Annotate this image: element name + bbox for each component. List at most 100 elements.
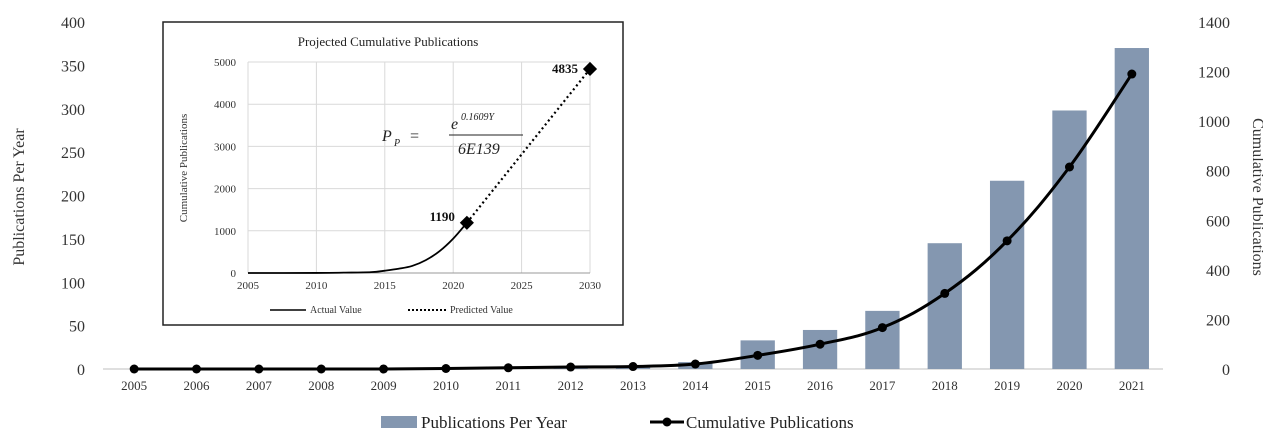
x-axis-tick-label: 2007 <box>246 378 273 393</box>
x-axis-tick-label: 2014 <box>682 378 709 393</box>
right-axis-tick-label: 400 <box>1206 263 1230 280</box>
right-axis-tick-label: 1400 <box>1198 15 1230 32</box>
inset-y-tick-label: 5000 <box>214 57 237 69</box>
formula-denominator: 6E139 <box>458 141 500 158</box>
inset-x-tick-label: 2025 <box>511 280 534 292</box>
left-axis-tick-label: 400 <box>61 15 85 32</box>
right-axis-tick-label: 0 <box>1222 362 1230 379</box>
x-axis-tick-label: 2009 <box>371 378 397 393</box>
legend-line-marker <box>662 417 672 427</box>
line-point <box>129 364 139 374</box>
x-axis-tick-label: 2017 <box>869 378 896 393</box>
inset-point-label: 1190 <box>430 209 455 224</box>
x-axis-tick-label: 2013 <box>620 378 646 393</box>
line-point <box>628 362 638 372</box>
line-point <box>1127 69 1137 79</box>
x-axis-tick-label: 2008 <box>308 378 334 393</box>
line-point <box>690 359 700 369</box>
right-axis-tick-label: 800 <box>1206 164 1230 181</box>
left-axis-tick-label: 300 <box>61 102 85 119</box>
right-axis-tick-label: 1000 <box>1198 114 1230 131</box>
bar <box>1114 48 1149 370</box>
x-axis-tick-label: 2019 <box>994 378 1020 393</box>
legend-bar-swatch <box>381 416 417 428</box>
inset-x-tick-label: 2015 <box>374 280 397 292</box>
bar <box>927 243 962 369</box>
line-point <box>316 364 326 374</box>
inset-y-axis-title: Cumulative Publications <box>178 114 190 222</box>
inset-x-ticks: 2005 2010 2015 2020 2025 2030 <box>237 280 602 292</box>
left-axis-tick-label: 150 <box>61 232 85 249</box>
line-point <box>254 364 264 374</box>
inset-y-ticks: 0 1000 2000 3000 4000 5000 <box>214 57 237 280</box>
x-axis-ticks: 2005 2006 2007 2008 2009 2010 2011 2012 2013 2014… <box>121 378 1145 393</box>
inset-actual-line <box>247 222 468 274</box>
formula-lhs: P <box>381 128 392 145</box>
bar <box>865 310 900 369</box>
left-axis-tick-label: 350 <box>61 58 85 75</box>
line-point <box>877 323 887 333</box>
inset-series <box>247 68 591 274</box>
right-axis-tick-label: 1200 <box>1198 65 1230 82</box>
line-point <box>441 364 451 374</box>
inset-x-tick-label: 2020 <box>442 280 465 292</box>
formula-equals: = <box>409 128 420 145</box>
left-axis-ticks: 0 50 100 150 200 250 300 350 400 <box>61 15 85 379</box>
line-point <box>940 288 950 298</box>
x-axis-tick-label: 2006 <box>184 378 211 393</box>
x-axis-tick-label: 2005 <box>121 378 147 393</box>
formula-numerator-base: e <box>451 116 458 133</box>
legend-line-label: Cumulative Publications <box>686 413 854 432</box>
inset-legend-actual-label: Actual Value <box>310 305 362 316</box>
right-axis-tick-label: 600 <box>1206 213 1230 230</box>
line-point <box>753 350 763 360</box>
formula-numerator-exponent: 0.1609Y <box>461 112 496 123</box>
line-point <box>503 363 513 373</box>
bar <box>989 180 1025 369</box>
right-axis-title-text: Cumulative Publications <box>1249 118 1263 276</box>
left-axis-title: Publications Per Year <box>11 128 28 266</box>
inset-formula: P P = e 0.1609Y 6E139 <box>381 112 523 158</box>
line-point <box>815 339 825 349</box>
x-axis-tick-label: 2016 <box>807 378 834 393</box>
inset-x-tick-label: 2005 <box>237 280 260 292</box>
inset-point-label: 4835 <box>552 61 579 76</box>
left-axis-tick-label: 100 <box>61 275 85 292</box>
x-axis-tick-label: 2018 <box>932 378 958 393</box>
legend-bar-label: Publications Per Year <box>421 413 567 432</box>
inset-title: Projected Cumulative Publications <box>298 34 479 49</box>
legend: Publications Per Year Cumulative Publica… <box>381 413 854 432</box>
left-axis-tick-label: 250 <box>61 145 85 162</box>
inset-y-tick-label: 3000 <box>214 141 237 153</box>
x-axis-tick-label: 2015 <box>745 378 771 393</box>
line-point <box>379 364 389 374</box>
inset-legend-predicted-label: Predicted Value <box>450 305 513 316</box>
left-axis-tick-label: 0 <box>77 362 85 379</box>
x-axis-tick-label: 2012 <box>558 378 584 393</box>
inset-x-tick-label: 2010 <box>305 280 328 292</box>
left-axis-tick-label: 50 <box>69 319 85 336</box>
right-axis-title: Cumulative Publications <box>1249 118 1263 276</box>
left-axis-tick-label: 200 <box>61 189 85 206</box>
x-axis-tick-label: 2021 <box>1119 378 1145 393</box>
inset-frame <box>162 21 624 326</box>
inset-x-tick-label: 2030 <box>579 280 602 292</box>
inset-y-tick-label: 1000 <box>214 226 237 238</box>
x-axis-tick-label: 2020 <box>1056 378 1082 393</box>
line-point <box>1002 236 1012 246</box>
left-axis-title-text: Publications Per Year <box>11 128 28 266</box>
line-point <box>566 362 576 372</box>
inset-y-tick-label: 0 <box>231 268 237 280</box>
right-axis-tick-label: 200 <box>1206 312 1230 329</box>
inset-point-marker <box>582 61 598 77</box>
x-axis-tick-label: 2010 <box>433 378 459 393</box>
line-point <box>1064 162 1074 172</box>
inset-legend: Actual Value Predicted Value <box>270 305 513 316</box>
line-point <box>192 364 202 374</box>
x-axis-tick-label: 2011 <box>496 378 522 393</box>
inset-y-tick-label: 2000 <box>214 184 237 196</box>
right-axis-ticks: 0 200 400 600 800 1000 1200 1400 <box>1198 15 1230 379</box>
inset-y-tick-label: 4000 <box>214 99 237 111</box>
formula-lhs-subscript: P <box>393 138 400 149</box>
